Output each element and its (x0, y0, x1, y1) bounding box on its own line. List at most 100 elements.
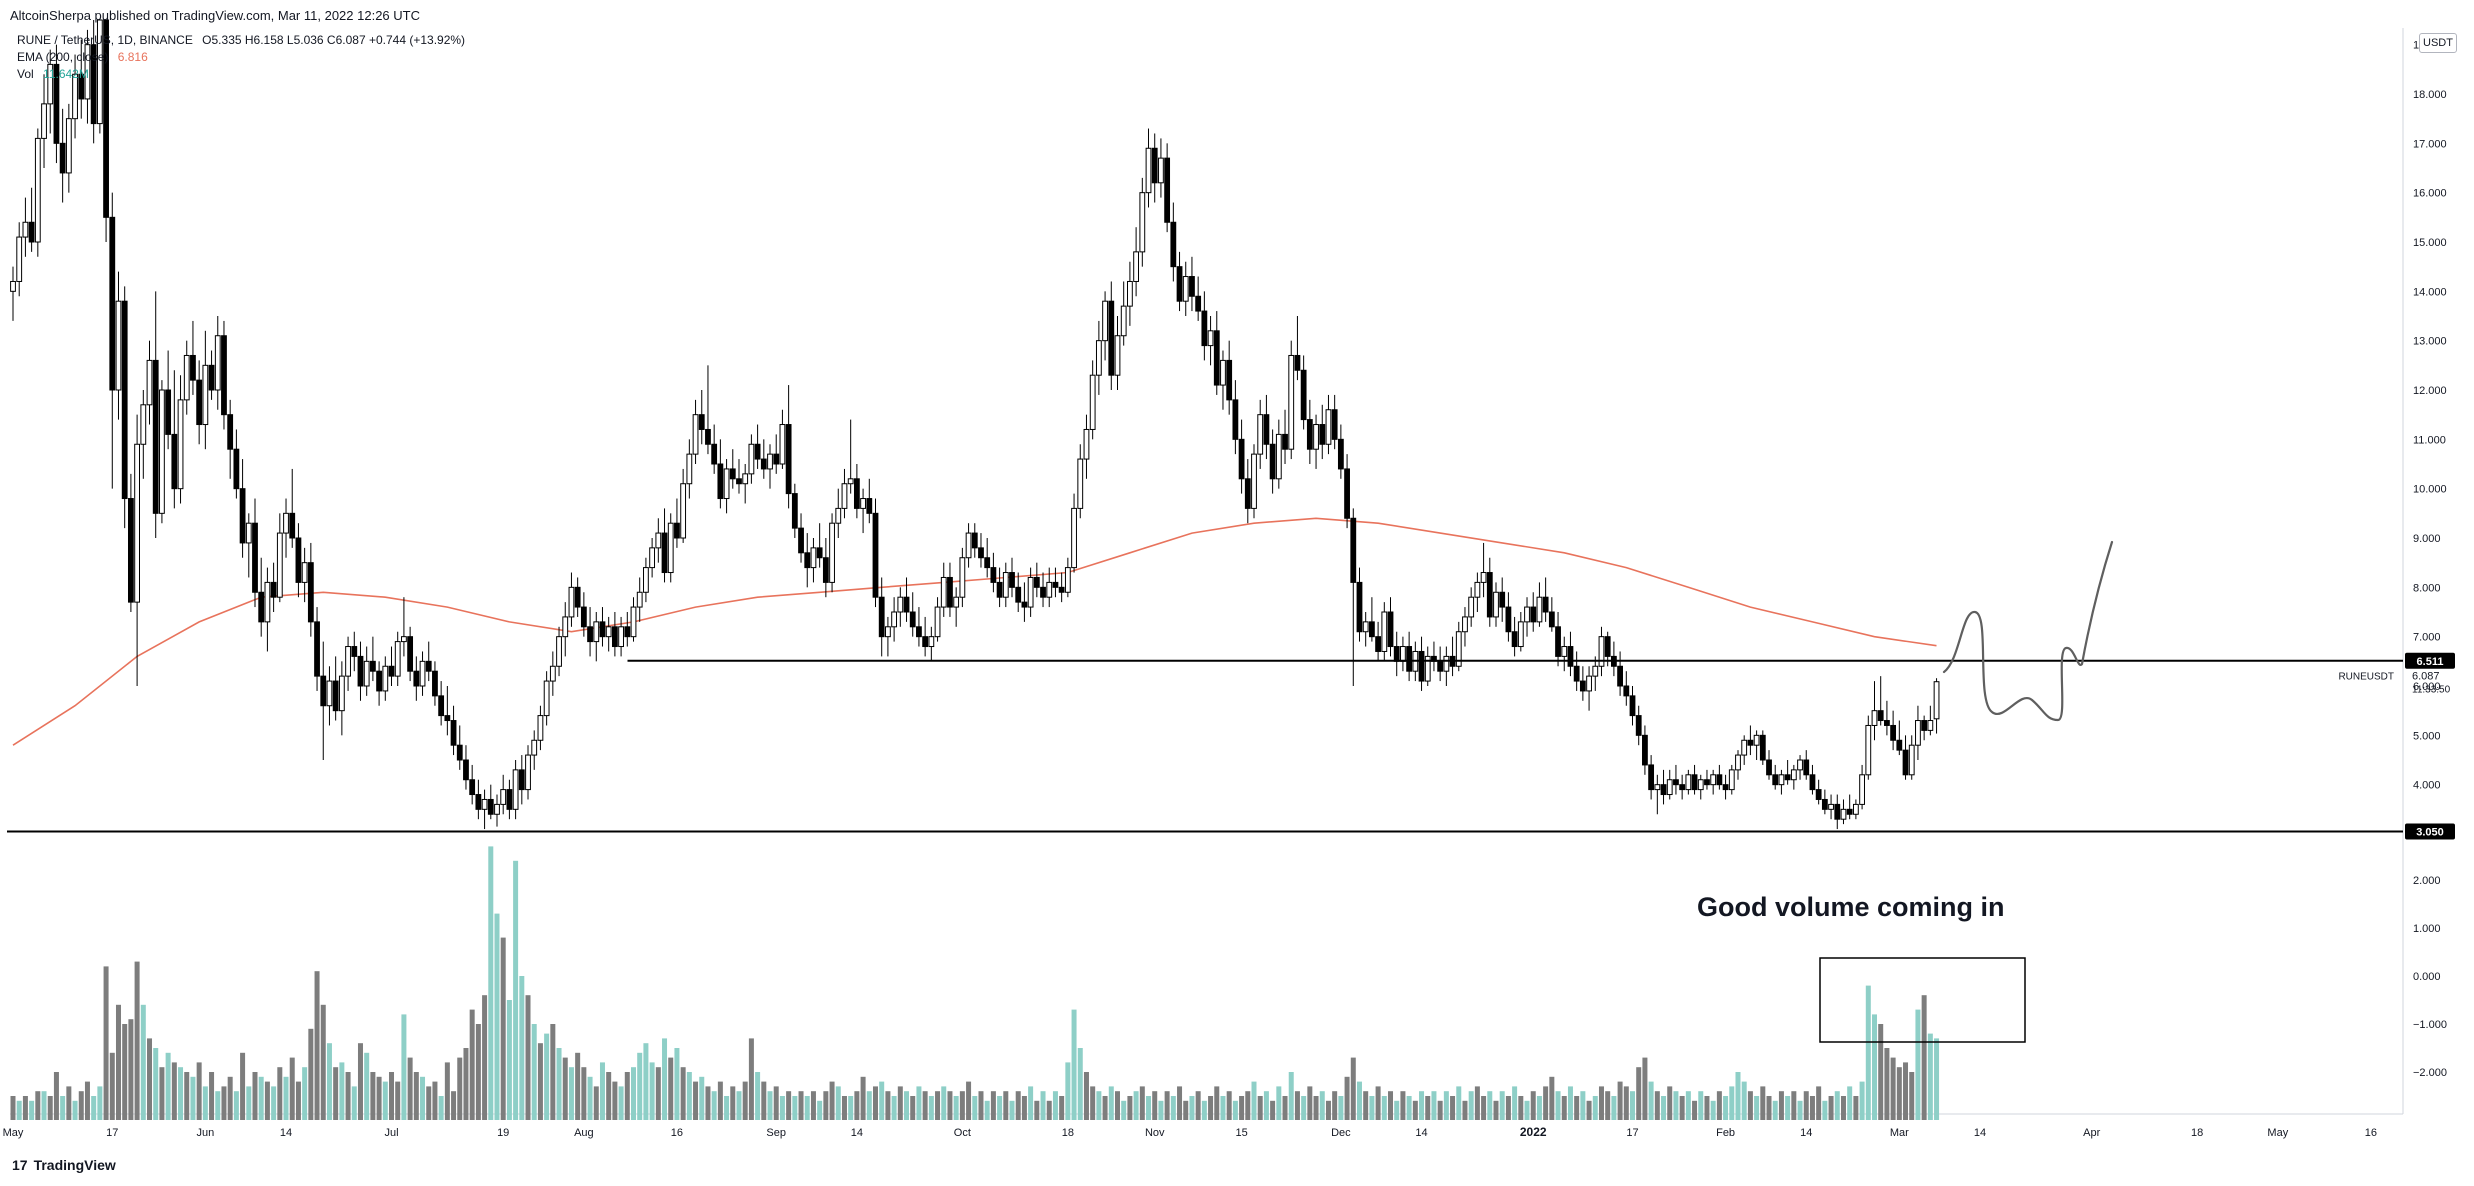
candle (1393, 631, 1400, 677)
candle-body (1462, 616, 1468, 633)
candle-body (1362, 621, 1369, 633)
volume-legend-label[interactable]: Vol (17, 67, 34, 81)
volume-bar (308, 1028, 314, 1120)
candle-body (655, 532, 662, 549)
publisher-line: AltcoinSherpa published on TradingView.c… (10, 8, 420, 23)
volume-bar (1239, 1096, 1245, 1120)
volume-bar (1549, 1076, 1555, 1120)
volume-bar (1437, 1100, 1443, 1120)
price-tick-label: 4.000 (2413, 780, 2441, 792)
candle (1803, 750, 1810, 780)
candle (289, 468, 296, 548)
candle (1133, 227, 1140, 297)
volume-bar (1288, 1072, 1294, 1120)
candle (1288, 340, 1295, 460)
candle (1102, 291, 1108, 361)
candle-body (270, 581, 277, 598)
volume-bar (742, 1081, 748, 1120)
volume-bar (1530, 1091, 1536, 1120)
candle-body (1722, 784, 1729, 791)
volume-bar (1301, 1096, 1307, 1120)
time-tick-label: 14 (1800, 1127, 1812, 1139)
candle (1778, 769, 1785, 795)
volume-bar (438, 1096, 444, 1120)
candle (903, 577, 910, 622)
time-tick-label: 16 (671, 1127, 683, 1139)
candle (518, 755, 525, 805)
candle (413, 656, 420, 701)
candle (822, 538, 829, 598)
volume-bar (240, 1052, 246, 1120)
price-tick-label: 12.000 (2413, 385, 2447, 397)
candle (47, 49, 54, 134)
candle-body (636, 591, 643, 608)
candle-body (59, 142, 66, 174)
candle (1368, 597, 1375, 642)
candle-body (84, 44, 91, 100)
volume-bar (556, 1048, 562, 1120)
candle-body (562, 616, 569, 638)
candle-body (909, 611, 916, 628)
candle-body (686, 453, 693, 485)
volume-bar (78, 1091, 84, 1120)
candle-body (1642, 734, 1648, 766)
volume-bar (1220, 1096, 1226, 1120)
currency-button[interactable]: USDT (2419, 33, 2457, 53)
volume-bar (1052, 1091, 1058, 1120)
candle (1462, 607, 1468, 647)
tradingview-logo[interactable]: 17 TradingView (12, 1157, 116, 1173)
candle-body (190, 354, 196, 381)
candle-body (674, 522, 680, 539)
candle (1505, 592, 1512, 642)
volume-bar (1642, 1057, 1648, 1120)
candle (1040, 572, 1046, 608)
candle (1902, 735, 1909, 780)
candle-body (1629, 695, 1636, 717)
ema-legend-label[interactable]: EMA (200, close) (17, 50, 109, 64)
volume-bar (1456, 1086, 1462, 1120)
candle (605, 616, 612, 652)
volume-bar (1685, 1091, 1691, 1120)
candle (959, 547, 966, 608)
candle (425, 641, 432, 682)
volume-bar (668, 1057, 674, 1120)
candle-body (1120, 305, 1127, 337)
candle-body (810, 547, 817, 569)
candle-body (816, 547, 823, 559)
candle-body (1635, 715, 1642, 736)
volume-bar (1630, 1091, 1636, 1120)
candle (705, 365, 711, 455)
volume-bar (1797, 1100, 1803, 1120)
candle (487, 784, 494, 820)
candle-body (1660, 784, 1667, 796)
candle (1275, 419, 1282, 489)
candle (469, 764, 476, 805)
candle (1654, 774, 1661, 815)
candle-body (829, 522, 835, 583)
candle (1579, 666, 1586, 701)
candle-body (748, 443, 755, 475)
candle-body (1282, 433, 1288, 450)
volume-bar (35, 1091, 41, 1120)
volume-bar (72, 1100, 78, 1120)
candle (363, 646, 370, 696)
volume-bar (1766, 1096, 1772, 1120)
candle (556, 626, 562, 677)
volume-bar (773, 1086, 779, 1120)
candle (947, 562, 953, 617)
candle (1598, 626, 1605, 677)
candle (1362, 612, 1369, 647)
volume-bar (674, 1048, 680, 1120)
candle-body (1164, 157, 1171, 223)
volume-bar (885, 1091, 891, 1120)
candle-body (624, 626, 631, 638)
volume-bar (910, 1096, 916, 1120)
level-price-badge-label: 6.511 (2417, 656, 2444, 668)
candle-body (1623, 685, 1630, 697)
symbol-title[interactable]: RUNE / TetherUS, 1D, BINANCE (17, 33, 193, 47)
candle-body (1648, 764, 1655, 791)
candle-body (1201, 310, 1208, 347)
candle-body (1468, 596, 1475, 618)
volume-bar (1735, 1072, 1741, 1120)
